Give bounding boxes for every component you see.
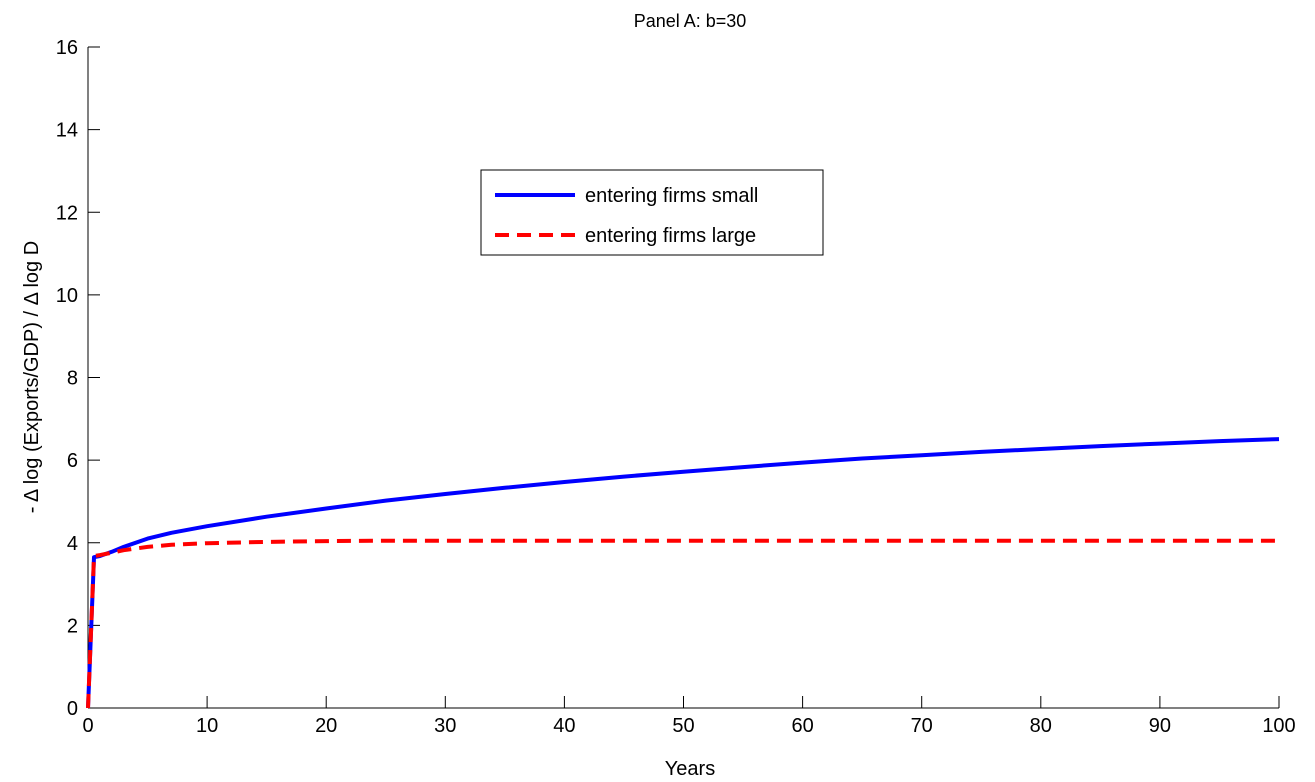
legend-box	[480, 169, 824, 256]
x-axis-label: Years	[665, 758, 715, 780]
series-line-entering-firms-small	[86, 437, 1280, 709]
y-tick-label: 0	[67, 698, 78, 720]
y-tick-label: 6	[67, 450, 78, 472]
legend: entering firms small entering firms large	[480, 169, 824, 256]
legend-label: entering firms large	[585, 225, 756, 247]
x-tick-label: 50	[672, 715, 694, 737]
series-line-entering-firms-large	[86, 538, 1279, 709]
x-tick-label: 60	[791, 715, 813, 737]
x-tick-label: 30	[434, 715, 456, 737]
x-tick-label: 100	[1262, 715, 1295, 737]
x-tick-label: 40	[553, 715, 575, 737]
chart-title: Panel A: b=30	[634, 11, 747, 31]
y-tick-label: 12	[56, 202, 78, 224]
x-tick-label: 80	[1030, 715, 1052, 737]
x-tick-label: 70	[911, 715, 933, 737]
y-tick-label: 2	[67, 615, 78, 637]
x-tick-label: 10	[196, 715, 218, 737]
x-tick-label: 90	[1149, 715, 1171, 737]
legend-label: entering firms small	[585, 185, 758, 207]
y-tick-label: 10	[56, 285, 78, 307]
x-tick-label: 20	[315, 715, 337, 737]
y-tick-label: 16	[56, 37, 78, 59]
y-tick-label: 8	[67, 368, 78, 390]
axes: 0 10 20 30 40 50 60 70 80 90 100 0 2 4 6 8 10 12 14 16	[56, 37, 1296, 737]
plot-lines	[86, 437, 1280, 709]
y-tick-label: 14	[56, 120, 78, 142]
y-tick-label: 4	[67, 533, 78, 555]
y-axis-label: - Δ log (Exports/GDP) / Δ log D	[21, 241, 43, 513]
x-tick-label: 0	[82, 715, 93, 737]
